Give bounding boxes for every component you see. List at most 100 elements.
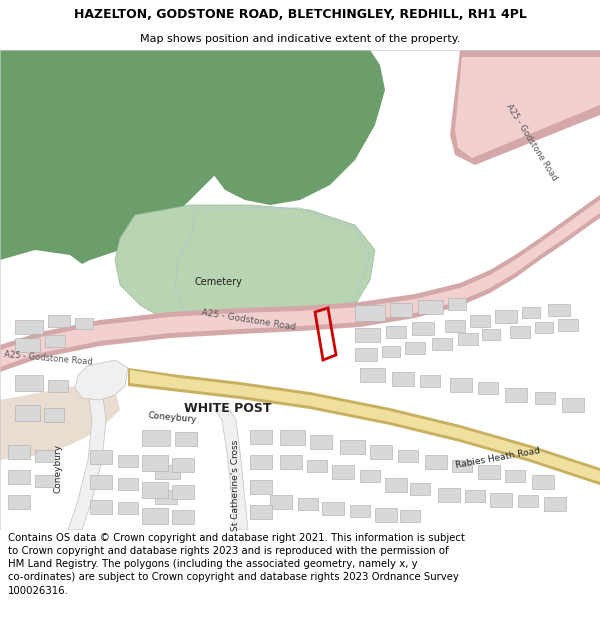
Text: WHITE POST: WHITE POST: [184, 401, 272, 414]
Bar: [118, 502, 138, 514]
Bar: [250, 505, 272, 519]
Bar: [310, 435, 332, 449]
Bar: [390, 303, 412, 317]
Bar: [280, 455, 302, 469]
Bar: [432, 338, 452, 350]
Bar: [48, 380, 68, 392]
Polygon shape: [128, 368, 600, 485]
Polygon shape: [130, 370, 600, 482]
Bar: [420, 375, 440, 387]
Bar: [90, 500, 112, 514]
Text: Map shows position and indicative extent of the property.: Map shows position and indicative extent…: [140, 34, 460, 44]
Text: HAZELTON, GODSTONE ROAD, BLETCHINGLEY, REDHILL, RH1 4PL: HAZELTON, GODSTONE ROAD, BLETCHINGLEY, R…: [74, 9, 526, 21]
Bar: [385, 478, 407, 492]
Bar: [412, 322, 434, 335]
Bar: [90, 450, 112, 464]
Bar: [44, 408, 64, 422]
Bar: [118, 478, 138, 490]
Bar: [375, 508, 397, 522]
Bar: [172, 458, 194, 472]
Text: A25 - Godstone Road: A25 - Godstone Road: [4, 349, 92, 366]
Polygon shape: [75, 360, 128, 400]
Polygon shape: [0, 200, 600, 367]
Polygon shape: [185, 50, 385, 205]
Bar: [470, 315, 490, 327]
Bar: [400, 510, 420, 522]
Bar: [465, 490, 485, 502]
Bar: [438, 488, 460, 502]
Bar: [155, 490, 177, 504]
Bar: [505, 388, 527, 402]
Polygon shape: [0, 195, 600, 372]
Bar: [142, 482, 168, 498]
Text: St Catherine's Cross: St Catherine's Cross: [232, 439, 241, 531]
Bar: [360, 470, 380, 482]
Bar: [558, 319, 578, 331]
Bar: [418, 300, 443, 314]
Bar: [495, 310, 517, 323]
Bar: [452, 460, 472, 472]
Bar: [410, 483, 430, 495]
Text: Rabies Heath Road: Rabies Heath Road: [455, 446, 541, 470]
Bar: [398, 450, 418, 462]
Bar: [392, 372, 414, 386]
Bar: [142, 430, 170, 446]
Bar: [307, 460, 327, 472]
Bar: [142, 508, 168, 524]
Bar: [505, 470, 525, 482]
Bar: [386, 326, 406, 338]
Bar: [15, 405, 40, 421]
Bar: [544, 497, 566, 511]
Bar: [518, 495, 538, 507]
Bar: [280, 430, 305, 445]
Bar: [45, 335, 65, 347]
Polygon shape: [68, 380, 106, 530]
Polygon shape: [450, 50, 600, 165]
Bar: [382, 346, 400, 357]
Bar: [322, 502, 344, 515]
Polygon shape: [115, 205, 375, 330]
Bar: [250, 430, 272, 444]
Bar: [75, 318, 93, 329]
Bar: [35, 475, 55, 487]
Bar: [270, 495, 292, 509]
Bar: [15, 375, 43, 391]
Bar: [450, 378, 472, 392]
Bar: [175, 432, 197, 446]
Bar: [425, 455, 447, 469]
Polygon shape: [0, 385, 120, 460]
Bar: [370, 445, 392, 459]
Bar: [250, 455, 272, 469]
Bar: [332, 465, 354, 479]
Bar: [535, 392, 555, 404]
Bar: [15, 338, 40, 352]
Bar: [350, 505, 370, 517]
Bar: [48, 315, 70, 327]
Bar: [90, 475, 112, 489]
Bar: [478, 465, 500, 479]
Bar: [482, 329, 500, 340]
Polygon shape: [455, 57, 600, 158]
Bar: [405, 342, 425, 354]
Bar: [340, 440, 365, 454]
Polygon shape: [215, 410, 248, 530]
Bar: [548, 304, 570, 316]
Text: A25 - Godstone Road: A25 - Godstone Road: [200, 308, 296, 332]
Bar: [172, 485, 194, 499]
Bar: [35, 450, 55, 462]
Bar: [510, 326, 530, 338]
Bar: [118, 455, 138, 467]
Bar: [172, 510, 194, 524]
Bar: [532, 475, 554, 489]
Bar: [155, 465, 180, 479]
Bar: [535, 322, 553, 333]
Bar: [15, 320, 43, 334]
Bar: [8, 495, 30, 509]
Bar: [448, 298, 466, 310]
Bar: [355, 305, 385, 321]
Text: A25 - Godstone Road: A25 - Godstone Road: [505, 102, 559, 182]
Bar: [355, 348, 377, 361]
Text: Cemetery: Cemetery: [194, 277, 242, 287]
Bar: [458, 333, 478, 345]
Bar: [355, 328, 380, 342]
